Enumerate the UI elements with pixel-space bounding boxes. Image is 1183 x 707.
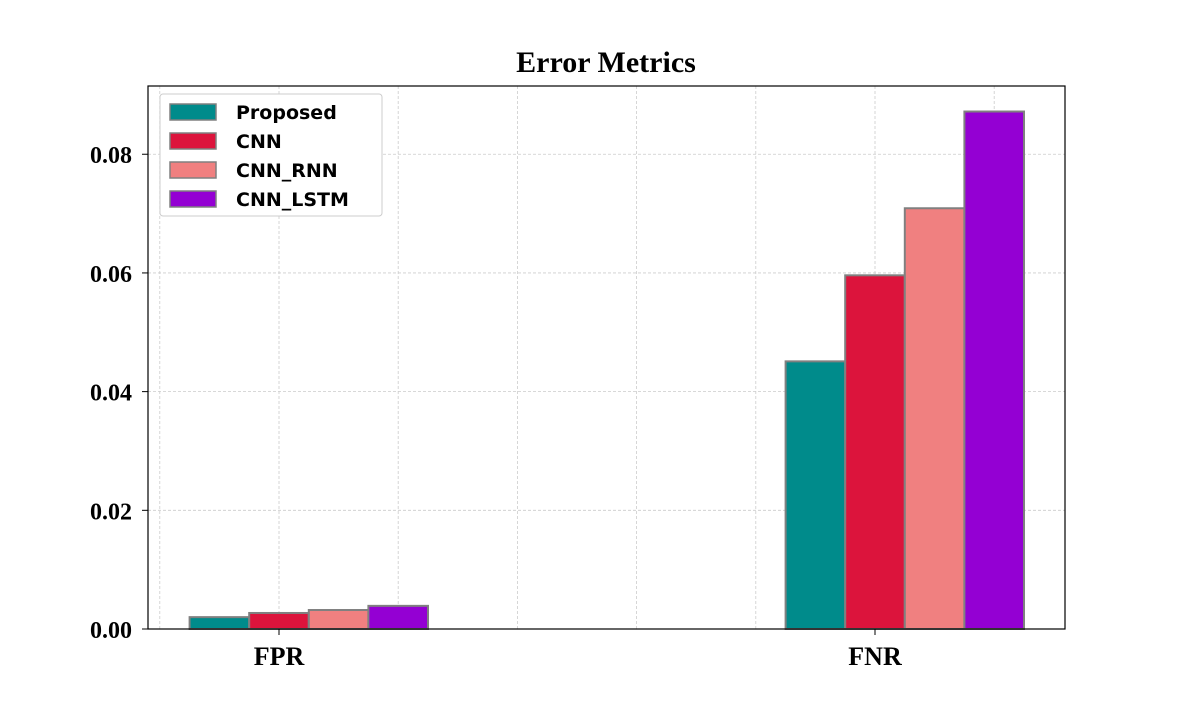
bar	[903, 207, 966, 630]
legend-swatch	[169, 161, 217, 179]
legend-box	[159, 93, 383, 217]
bar	[248, 611, 310, 631]
y-tick-label: 0.00	[90, 618, 132, 644]
x-tick-label: FNR	[848, 642, 902, 671]
legend-swatch	[169, 103, 217, 121]
y-tick-label: 0.04	[90, 381, 132, 407]
legend-label: CNN	[236, 131, 282, 153]
x-tick-label: FPR	[254, 642, 305, 671]
bar	[784, 360, 847, 630]
bar	[367, 604, 429, 630]
bar	[188, 616, 251, 631]
legend-label: CNN_RNN	[236, 160, 338, 182]
bar	[963, 110, 1026, 631]
bar	[844, 274, 906, 630]
legend-label: CNN_LSTM	[236, 189, 349, 211]
legend-swatch	[169, 190, 217, 208]
bar	[307, 609, 370, 630]
y-tick-label: 0.06	[90, 262, 132, 288]
legend-swatch	[169, 132, 217, 150]
y-tick-label: 0.08	[90, 143, 132, 169]
plot-frame	[147, 85, 1066, 630]
legend-label: Proposed	[236, 102, 337, 124]
y-tick-label: 0.02	[90, 499, 132, 525]
chart-title: Error Metrics	[516, 46, 696, 79]
